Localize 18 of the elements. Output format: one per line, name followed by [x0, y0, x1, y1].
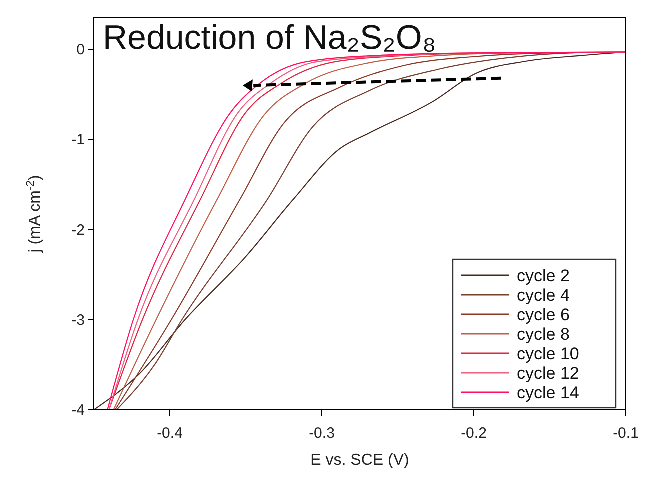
y-tick-label: -1 [72, 132, 85, 149]
legend-label: cycle 4 [517, 286, 570, 305]
y-tick-label: 0 [76, 42, 85, 59]
legend-label: cycle 10 [517, 344, 580, 364]
x-tick-label: -0.2 [461, 425, 487, 442]
legend-label: cycle 14 [517, 384, 580, 402]
legend-label: cycle 8 [517, 325, 570, 344]
x-tick-label: -0.1 [613, 425, 639, 442]
x-tick-label: -0.4 [157, 425, 183, 442]
legend-label: cycle 6 [517, 306, 570, 324]
y-tick-label: -4 [72, 402, 85, 419]
y-tick-label: -3 [72, 312, 85, 329]
legend-label: cycle 2 [517, 266, 570, 286]
x-tick-label: -0.3 [309, 425, 335, 442]
chart-title: Reduction of Na₂S₂O₈ [103, 19, 436, 57]
y-tick-label: -2 [72, 222, 85, 239]
legend-label: cycle 12 [517, 364, 580, 383]
x-axis-title: E vs. SCE (V) [310, 452, 410, 469]
